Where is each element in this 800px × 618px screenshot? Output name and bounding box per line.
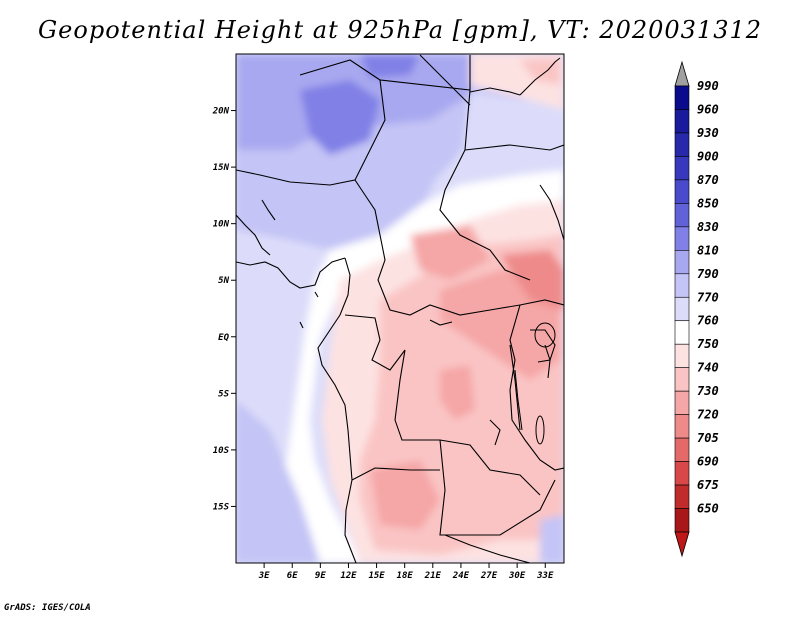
latitude-axis: 20N 15N 10N 5N EQ 5S 10S 15S [212,107,236,512]
colorbar-top-arrow [674,60,690,87]
colorbar-label: 830 [697,220,719,234]
colorbar-swatch [674,484,690,509]
colorbar-label: 900 [697,149,719,163]
colorbar-label: 675 [697,478,719,492]
colorbar-label: 790 [697,267,719,281]
lon-tick-label: 3E [258,571,270,581]
lon-tick-label: 15E [368,571,385,581]
colorbar-label: 930 [697,126,719,140]
contour-field [236,54,564,563]
colorbar-swatch [674,367,690,392]
lat-tick-label: 20N [212,107,230,117]
lon-tick-label: 33E [536,571,554,581]
colorbar-swatch [674,250,690,275]
colorbar-swatch [674,508,690,533]
lon-tick-label: 18E [397,571,414,581]
lon-tick-label: 9E [315,571,326,581]
lon-tick-label: 27E [480,571,498,581]
lat-tick-label: EQ [218,333,229,343]
lon-tick-label: 6E [287,571,298,581]
lon-tick-label: 30E [508,571,526,581]
colorbar-label: 750 [697,337,719,351]
colorbar-label: 990 [697,79,719,93]
colorbar-swatch [674,437,690,462]
colorbar-swatch [674,273,690,298]
colorbar-label: 705 [697,431,719,445]
colorbar-swatch [674,296,690,322]
lon-tick-label: 12E [340,571,357,581]
lon-tick-label: 21E [424,571,442,581]
colorbar-label: 770 [697,290,719,304]
colorbar-swatch [674,109,690,134]
colorbar-label: 740 [697,361,719,375]
colorbar-swatch [674,179,690,204]
colorbar-label: 690 [697,455,719,469]
colorbar-swatch [674,226,690,251]
colorbar-swatch [674,85,690,110]
lat-tick-label: 15N [213,163,230,173]
lat-tick-label: 5N [218,276,229,286]
colorbar: 990 960 930 900 870 850 830 810 790 770 760 750 740 7… [674,60,719,558]
lakes [514,322,556,445]
colorbar-swatch [674,414,690,439]
lat-tick-label: 5S [218,389,229,399]
colorbar-label: 870 [697,173,719,187]
colorbar-swatch [674,156,690,181]
lon-tick-label: 24E [452,571,470,581]
longitude-axis: 3E 6E 9E 12E 15E 18E 21E 24E 27E 30E 33E [258,563,554,581]
colorbar-label: 850 [697,196,719,210]
lat-tick-label: 10N [213,220,230,230]
colorbar-bottom-arrow [674,531,690,558]
chart-title: Geopotential Height at 925hPa [gpm], VT:… [38,16,762,44]
colorbar-label: 730 [697,384,719,398]
colorbar-swatch [674,461,690,486]
country-borders [236,54,564,563]
colorbar-swatch [674,390,690,415]
colorbar-label: 810 [697,243,719,257]
lat-tick-label: 15S [213,502,230,512]
colorbar-label: 650 [697,502,719,516]
map-frame [235,53,565,564]
colorbar-label: 720 [697,408,719,422]
colorbar-swatch [674,343,690,368]
colorbar-swatch [674,132,690,157]
colorbar-swatch [674,320,690,345]
colorbar-swatch [674,203,690,228]
lat-tick-label: 10S [213,446,230,456]
colorbar-label: 960 [697,102,719,116]
footer-credit: GrADS: IGES/COLA [4,603,91,613]
colorbar-label: 760 [697,314,719,328]
